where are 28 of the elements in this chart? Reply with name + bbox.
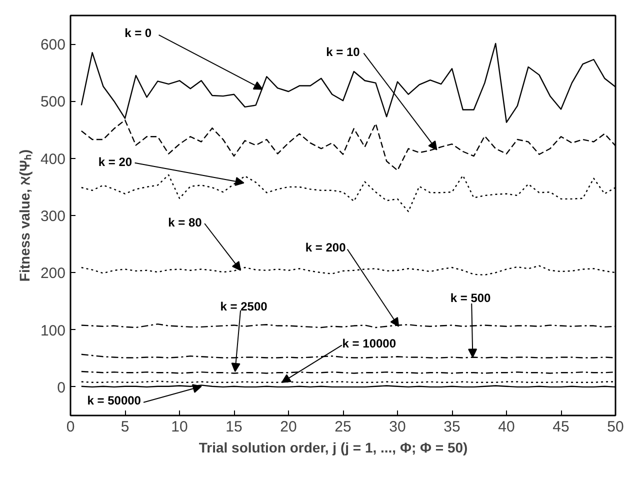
x-tick-label: 5 [120,418,130,436]
x-tick-label: 45 [552,418,570,436]
annotation: k = 10000 [342,336,396,350]
x-tick-label: 40 [498,418,515,436]
x-tick-label: 25 [334,418,352,436]
annotation: k = 50000 [87,394,142,408]
annotation: k = 20 [98,154,132,169]
annotation: k = 80 [168,215,202,230]
x-tick-label: 20 [280,418,297,436]
x-axis-title: Trial solution order, j (j = 1, ..., Φ; Φ = 50) [198,440,468,456]
x-tick-label: 50 [607,418,624,436]
y-tick-label: 0 [57,379,66,396]
x-tick-label: 10 [171,418,188,436]
x-tick-label: 35 [444,418,460,436]
annotation: k = 10 [326,45,360,60]
annotation: k = 2500 [220,299,268,314]
y-tick-label: 400 [40,150,66,168]
y-tick-label: 300 [40,208,66,225]
y-tick-label: 100 [40,322,66,340]
x-tick-label: 15 [226,418,242,436]
annotation: k = 200 [305,240,346,254]
annotation: k = 0 [124,26,152,40]
y-axis-title: Fitness value, ℵ(Ψₕ) [16,149,32,282]
y-tick-label: 600 [40,36,66,54]
y-tick-label: 200 [40,265,66,282]
x-tick-label: 30 [389,418,406,436]
annotation: k = 500 [450,290,492,305]
y-tick-label: 500 [40,94,66,111]
